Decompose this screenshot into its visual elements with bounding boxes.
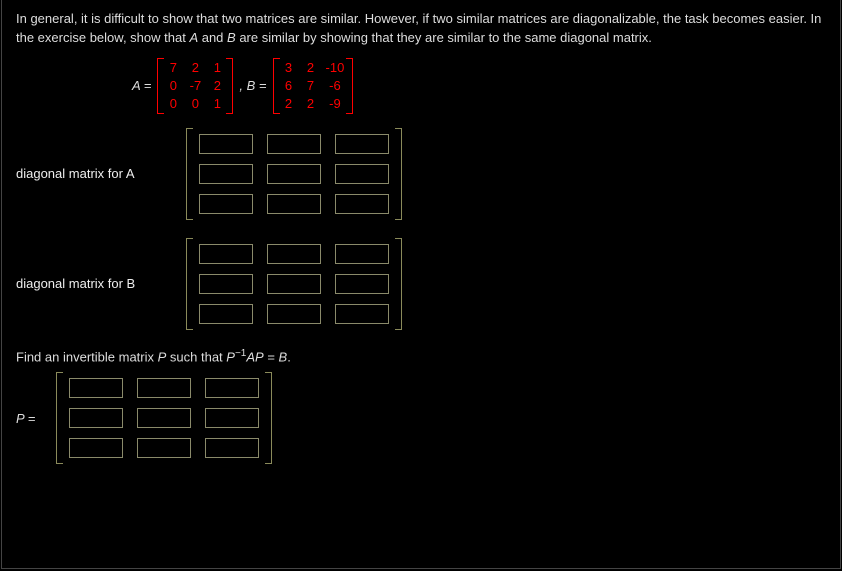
bracket-right-icon: [395, 238, 402, 330]
P-cell-input[interactable]: [137, 408, 191, 428]
diag-A-cell-input[interactable]: [335, 194, 389, 214]
diag-A-cell-input[interactable]: [267, 134, 321, 154]
matrix-cell: 2: [282, 96, 296, 112]
problem-instructions: In general, it is difficult to show that…: [16, 10, 826, 48]
matrix-cell: -10: [326, 60, 345, 76]
diag-B-cell-input[interactable]: [335, 274, 389, 294]
P-input-matrix: [56, 372, 272, 464]
diag-A-cell-input[interactable]: [199, 194, 253, 214]
matrix-cell: 2: [304, 96, 318, 112]
diag-B-input-matrix: [186, 238, 402, 330]
P-cell-input[interactable]: [205, 438, 259, 458]
matrix-cell: -7: [188, 78, 202, 94]
matrix-cell: 7: [166, 60, 180, 76]
instr-part3: are similar by showing that they are sim…: [236, 30, 652, 45]
instr-A: A: [189, 30, 198, 45]
matrix-A: 7210-72001: [157, 58, 233, 114]
diag-A-cell-input[interactable]: [199, 134, 253, 154]
matrix-cell: -9: [326, 96, 345, 112]
given-matrices-row: A = 7210-72001 , B = 32-1067-622-9: [126, 58, 826, 114]
matrix-B-label: , B =: [233, 78, 272, 93]
P-cell-input[interactable]: [137, 378, 191, 398]
diag-B-row: diagonal matrix for B: [16, 238, 826, 330]
matrix-cell: 2: [188, 60, 202, 76]
bracket-left-icon: [56, 372, 63, 464]
diag-A-label: diagonal matrix for A: [16, 166, 186, 181]
diag-A-cell-input[interactable]: [335, 164, 389, 184]
prompt-P: Find an invertible matrix P such that P−…: [16, 348, 826, 364]
matrix-cell: 0: [188, 96, 202, 112]
P-row: P =: [16, 372, 826, 464]
diag-A-cell-input[interactable]: [267, 194, 321, 214]
instr-part2: and: [198, 30, 227, 45]
P-cell-input[interactable]: [137, 438, 191, 458]
matrix-cell: 6: [282, 78, 296, 94]
diag-B-cell-input[interactable]: [199, 274, 253, 294]
diag-A-input-matrix: [186, 128, 402, 220]
diag-A-row: diagonal matrix for A: [16, 128, 826, 220]
bracket-left-icon: [186, 238, 193, 330]
instr-B: B: [227, 30, 236, 45]
bracket-right-icon: [395, 128, 402, 220]
P-cell-input[interactable]: [205, 408, 259, 428]
bracket-left-icon: [273, 58, 280, 114]
matrix-cell: 2: [304, 60, 318, 76]
matrix-A-label: A =: [126, 78, 157, 93]
bracket-left-icon: [157, 58, 164, 114]
matrix-cell: 1: [210, 60, 224, 76]
diag-B-cell-input[interactable]: [267, 274, 321, 294]
diag-B-cell-input[interactable]: [335, 304, 389, 324]
matrix-cell: 7: [304, 78, 318, 94]
matrix-cell: 2: [210, 78, 224, 94]
P-cell-input[interactable]: [69, 378, 123, 398]
diag-B-cell-input[interactable]: [267, 244, 321, 264]
diag-B-cell-input[interactable]: [335, 244, 389, 264]
bracket-right-icon: [265, 372, 272, 464]
diag-B-cell-input[interactable]: [267, 304, 321, 324]
bracket-right-icon: [226, 58, 233, 114]
diag-B-cell-input[interactable]: [199, 244, 253, 264]
P-cell-input[interactable]: [69, 408, 123, 428]
P-cell-input[interactable]: [69, 438, 123, 458]
matrix-cell: 0: [166, 96, 180, 112]
matrix-cell: 0: [166, 78, 180, 94]
diag-A-cell-input[interactable]: [267, 164, 321, 184]
matrix-cell: -6: [326, 78, 345, 94]
matrix-cell: 3: [282, 60, 296, 76]
diag-A-cell-input[interactable]: [199, 164, 253, 184]
diag-B-label: diagonal matrix for B: [16, 276, 186, 291]
matrix-B: 32-1067-622-9: [273, 58, 354, 114]
P-label: P =: [16, 411, 56, 426]
bracket-left-icon: [186, 128, 193, 220]
diag-A-cell-input[interactable]: [335, 134, 389, 154]
diag-B-cell-input[interactable]: [199, 304, 253, 324]
matrix-cell: 1: [210, 96, 224, 112]
P-cell-input[interactable]: [205, 378, 259, 398]
bracket-right-icon: [346, 58, 353, 114]
